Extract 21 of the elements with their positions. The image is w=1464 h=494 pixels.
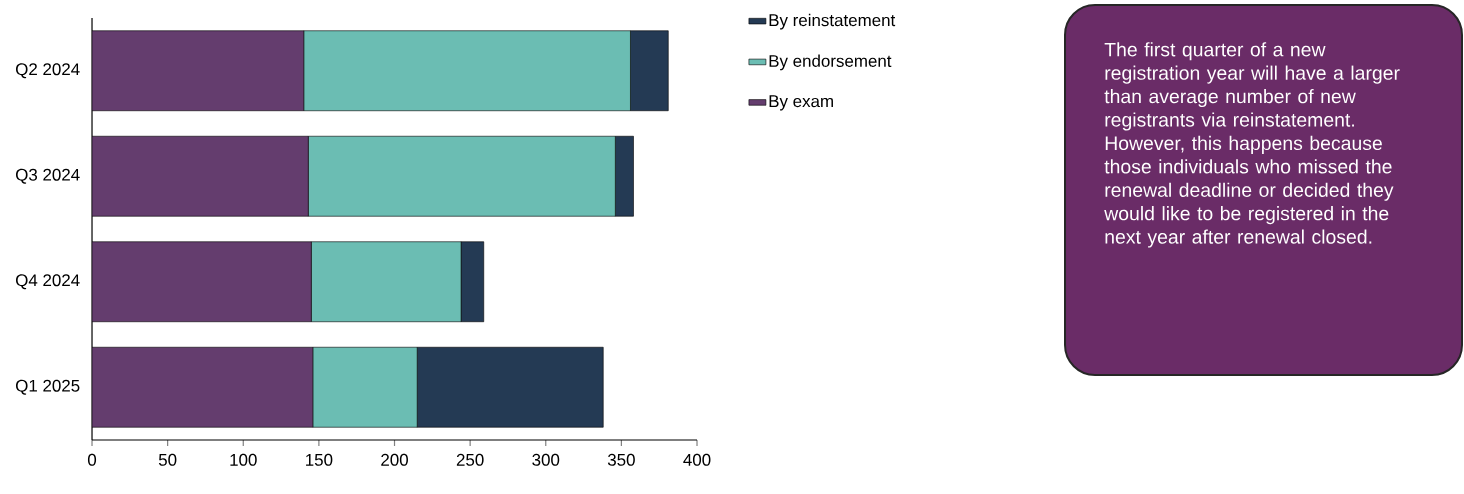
x-tick-label: 300: [532, 453, 560, 466]
y-tick-label: Q3 2024: [15, 168, 80, 184]
x-tick-label: 400: [683, 453, 711, 466]
x-tick-label: 250: [456, 453, 484, 466]
bar: [92, 30, 305, 112]
bar: [92, 135, 309, 217]
legend-label: By endorsement: [769, 54, 892, 71]
legend-label: By reinstatement: [769, 13, 896, 30]
y-tick-label: Q1 2025: [15, 379, 80, 395]
text: The first quarter of a new registration year will have a larger than average number of new registrants via reinstatement. However, this happens because those individuals who missed the renewal deadline or decided they would like to be registered in the next year after renewal closed.: [1104, 42, 1400, 248]
x-tick-label: 200: [381, 453, 408, 466]
bar: [92, 241, 312, 323]
legend-label: By exam: [769, 95, 833, 111]
bar: [92, 346, 314, 428]
y-tick-label: Q2 2024: [15, 63, 80, 79]
x-tick-label: 50: [158, 453, 177, 466]
x-tick-label: 0: [87, 453, 97, 466]
x-tick-label: 150: [306, 453, 333, 466]
x-tick-label: 350: [607, 453, 635, 466]
x-tick-label: 100: [230, 453, 257, 466]
y-tick-label: Q4 2024: [15, 274, 80, 290]
